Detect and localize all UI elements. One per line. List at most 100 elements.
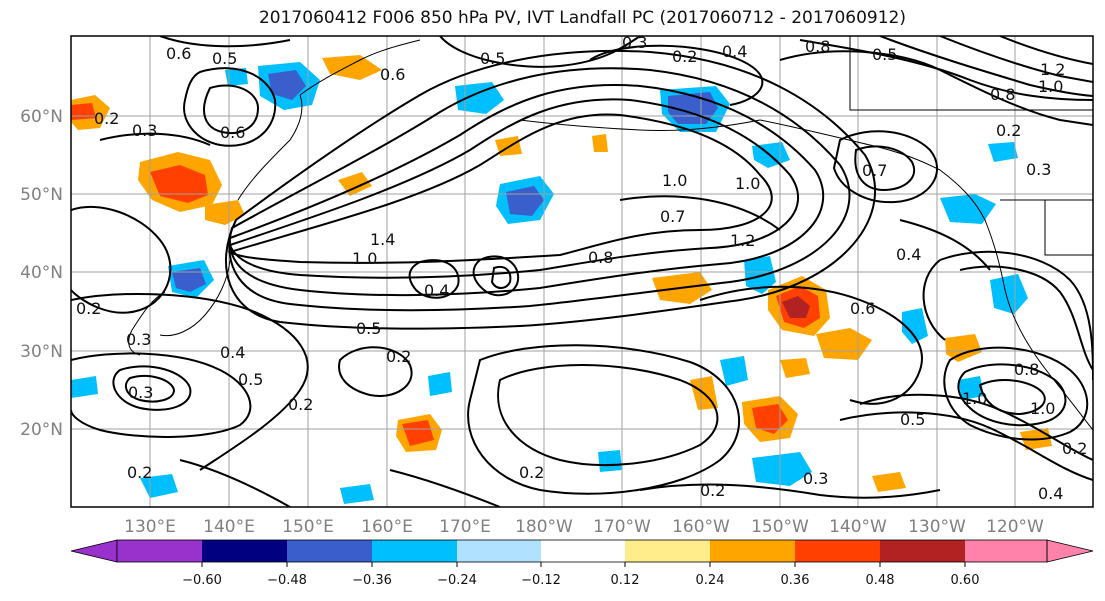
colorbar-segment [710, 540, 795, 562]
ivt-contour [183, 67, 277, 147]
contour-label: 0.6 [166, 44, 191, 63]
pv-negative-patch [958, 376, 984, 400]
contour-label: 0.4 [220, 343, 245, 362]
contour-label: 0.3 [132, 121, 157, 140]
ivt-contour [490, 266, 512, 289]
contour-label: 0.8 [805, 37, 830, 56]
colorbar-segment [202, 540, 287, 562]
pv-positive-patch [205, 200, 245, 225]
ivt-contour [589, 44, 764, 106]
colorbar-tick-label: 0.24 [696, 573, 725, 588]
pv-positive-patch [322, 55, 382, 80]
contour-label: 0.5 [900, 410, 925, 429]
contour-label: 0.5 [356, 319, 381, 338]
contour-label: 0.2 [1062, 439, 1087, 458]
ivt-contour [832, 130, 938, 204]
colorbar-tick-label: 0.36 [781, 573, 810, 588]
contour-label: 1.2 [1040, 60, 1065, 79]
ivt-contour [408, 259, 460, 299]
ivt-contour [619, 195, 781, 231]
contour-label: 0.4 [424, 281, 449, 300]
contour-label: 0.4 [896, 245, 921, 264]
contour-label: 0.8 [990, 85, 1015, 104]
contour-label: 0.4 [722, 42, 747, 61]
lon-label: 120°W [986, 517, 1044, 537]
pv-positive-patch [782, 296, 810, 318]
longitude-labels: 130°E 140°E 150°E 160°E 170°E 180°W 170°… [124, 517, 1044, 537]
ivt-contour [999, 36, 1093, 65]
pv-positive-patch [402, 420, 434, 446]
coastline [159, 259, 231, 337]
ivt-contour [227, 113, 773, 264]
lon-label: 150°E [282, 517, 334, 537]
pv-negative-patch [455, 82, 504, 114]
lon-label: 140°W [829, 517, 887, 537]
latitude-labels: 60°N 50°N 40°N 30°N 20°N [20, 107, 63, 440]
ivt-contour [71, 205, 172, 314]
colorbar-tick-label: −0.60 [182, 573, 222, 588]
pv-positive-patch [945, 334, 982, 362]
colorbar: −0.60 −0.48 −0.36 −0.24 −0.12 0.12 0.24 … [70, 539, 1094, 588]
pv-negative-patch [598, 450, 622, 472]
ivt-contour [859, 393, 1093, 461]
lat-label: 20°N [20, 420, 63, 440]
lon-label: 130°W [908, 517, 966, 537]
pv-negative-patch [902, 308, 928, 344]
ivt-contour [959, 265, 1093, 371]
ivt-contour [472, 255, 520, 297]
colorbar-frame [116, 539, 1048, 563]
contour-label: 1.0 [352, 249, 377, 268]
contour-label: 0.5 [480, 49, 505, 68]
coastline [128, 291, 166, 356]
pv-negative-patch [744, 256, 776, 294]
pv-negative-patch [752, 452, 812, 486]
colorbar-segment [372, 540, 457, 562]
colorbar-tick-label: −0.12 [521, 573, 561, 588]
pv-positive-patch [816, 328, 872, 360]
contour-label: 1.0 [1030, 399, 1055, 418]
contour-label: 0.5 [212, 49, 237, 68]
map-frame [70, 35, 1094, 508]
ivt-contour [497, 364, 719, 466]
colorbar-segment [965, 540, 1047, 562]
contour-label: 0.2 [127, 463, 152, 482]
ivt-contour [159, 36, 291, 48]
ivt-contour [389, 469, 501, 507]
colorbar-tick-label: −0.48 [267, 573, 307, 588]
contour-labels: 0.6 0.5 0.3 0.4 0.2 0.8 0.5 1.2 0.8 1.0 … [76, 33, 1087, 503]
contour-label: 0.3 [128, 383, 153, 402]
contour-label: 1.0 [1038, 77, 1063, 96]
ivt-contour [639, 483, 941, 499]
contour-label: 1.2 [730, 231, 755, 250]
pv-negative-patch [340, 484, 374, 504]
colorbar-tick-label: 0.60 [951, 573, 980, 588]
pv-positive-patch [752, 404, 788, 434]
colorbar-tick-label: −0.36 [352, 573, 392, 588]
contour-label: 0.2 [386, 347, 411, 366]
ivt-contour [224, 49, 876, 330]
pv-positive-patch [71, 103, 96, 120]
pv-negative-patch [225, 68, 248, 86]
lat-label: 60°N [20, 107, 63, 127]
lon-label: 160°W [672, 517, 730, 537]
lon-label: 180°W [515, 517, 573, 537]
coastline [1004, 289, 1093, 431]
lon-label: 150°W [751, 517, 809, 537]
ivt-contour [179, 459, 291, 507]
lon-label: 170°W [593, 517, 651, 537]
pv-negative-patch [428, 372, 452, 396]
colorbar-segment [795, 540, 880, 562]
lon-label: 130°E [124, 517, 176, 537]
contour-label: 0.6 [220, 123, 245, 142]
pv-negative-patch [172, 268, 206, 292]
pv-negative-patch [940, 194, 996, 224]
ivt-contour [467, 344, 741, 495]
contour-label: 0.6 [380, 65, 405, 84]
ivt-contour [939, 36, 1093, 83]
colorbar-segment [457, 540, 541, 562]
lon-label: 160°E [361, 517, 413, 537]
colorbar-low-extension [70, 539, 118, 563]
colorbar-high-extension [1046, 539, 1094, 563]
map-title: 2017060412 F006 850 hPa PV, IVT Landfall… [258, 8, 906, 28]
